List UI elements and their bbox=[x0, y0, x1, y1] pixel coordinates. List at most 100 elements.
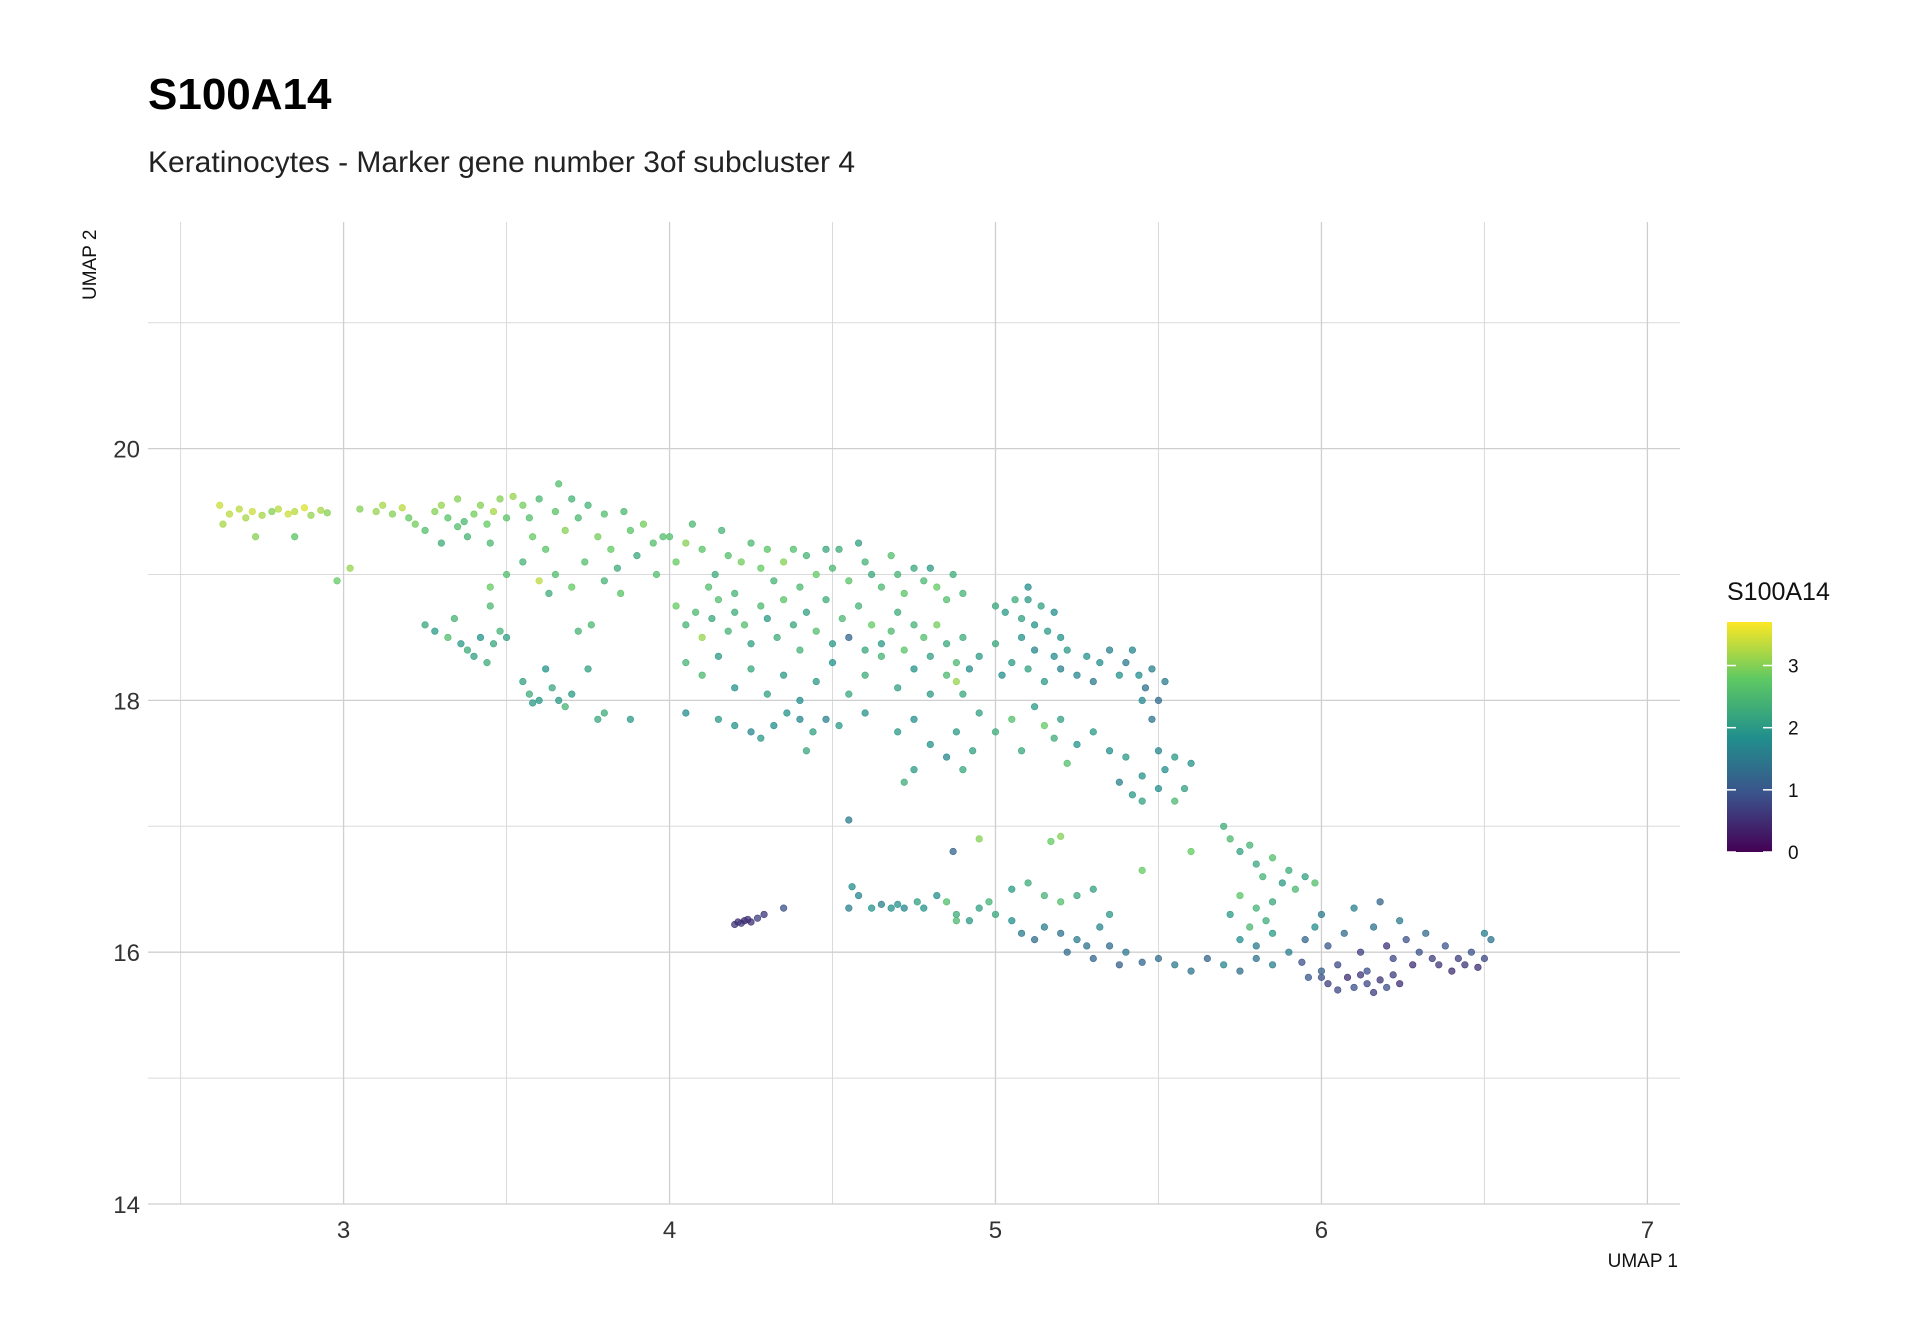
data-point bbox=[838, 614, 846, 623]
data-point bbox=[1115, 961, 1123, 969]
data-point bbox=[991, 728, 1000, 736]
data-point bbox=[991, 640, 1000, 648]
data-point bbox=[1089, 728, 1097, 736]
data-point bbox=[1161, 677, 1169, 686]
data-point bbox=[600, 709, 608, 717]
data-point bbox=[1161, 766, 1169, 774]
data-point bbox=[861, 646, 869, 654]
data-point bbox=[1363, 967, 1371, 975]
data-point bbox=[854, 891, 863, 900]
data-point bbox=[845, 816, 853, 824]
data-point bbox=[268, 507, 276, 516]
data-point bbox=[620, 507, 628, 516]
data-point bbox=[1187, 847, 1195, 856]
data-point bbox=[757, 602, 765, 610]
data-point bbox=[1415, 948, 1423, 956]
data-point bbox=[659, 533, 667, 541]
data-point bbox=[476, 501, 485, 509]
data-point bbox=[740, 621, 749, 629]
data-point bbox=[561, 526, 569, 535]
data-point bbox=[496, 495, 504, 503]
data-point bbox=[1317, 973, 1326, 981]
data-point bbox=[1008, 659, 1016, 667]
data-point bbox=[894, 570, 902, 579]
color-legend: S100A14 0 1 2 3 bbox=[1727, 578, 1830, 864]
data-point bbox=[900, 589, 908, 597]
data-point bbox=[561, 703, 569, 711]
data-point bbox=[1389, 971, 1397, 979]
data-point bbox=[251, 533, 260, 541]
data-point bbox=[502, 633, 511, 642]
data-point bbox=[1461, 961, 1469, 969]
data-point bbox=[1350, 904, 1358, 912]
data-point bbox=[1474, 963, 1482, 971]
data-point bbox=[1376, 898, 1384, 906]
data-point bbox=[780, 558, 788, 566]
data-point bbox=[737, 558, 745, 566]
data-point bbox=[489, 507, 498, 516]
data-point bbox=[535, 495, 543, 503]
y-axis-title: UMAP 2 bbox=[80, 230, 101, 300]
data-point bbox=[747, 728, 755, 736]
data-point bbox=[421, 526, 429, 535]
data-point bbox=[1024, 665, 1032, 673]
data-point bbox=[900, 904, 908, 912]
data-point bbox=[1008, 715, 1016, 723]
data-point bbox=[845, 904, 853, 912]
data-point bbox=[1356, 948, 1365, 956]
data-point bbox=[1017, 747, 1026, 755]
data-point bbox=[1096, 923, 1104, 931]
data-point bbox=[789, 545, 797, 553]
data-point bbox=[1363, 980, 1371, 988]
data-point bbox=[584, 665, 592, 673]
data-point bbox=[714, 652, 723, 660]
data-point bbox=[649, 539, 657, 547]
data-point bbox=[486, 583, 494, 591]
data-point bbox=[1356, 971, 1365, 979]
data-point bbox=[274, 505, 282, 513]
data-point bbox=[1031, 621, 1039, 629]
data-point bbox=[574, 627, 582, 635]
data-point bbox=[682, 659, 690, 667]
data-point bbox=[1171, 961, 1179, 969]
data-point bbox=[1171, 797, 1179, 805]
data-point bbox=[1252, 954, 1260, 963]
data-point bbox=[535, 696, 543, 705]
data-point bbox=[1040, 677, 1048, 686]
data-point bbox=[783, 709, 791, 717]
data-point bbox=[1203, 954, 1211, 963]
data-point bbox=[1369, 988, 1378, 997]
data-point bbox=[1105, 747, 1114, 755]
data-point bbox=[1105, 646, 1114, 654]
data-point bbox=[926, 564, 934, 572]
y-tick-label: 20 bbox=[113, 437, 140, 464]
data-point bbox=[1236, 967, 1244, 975]
data-point bbox=[913, 898, 921, 906]
data-point bbox=[496, 627, 504, 635]
data-point bbox=[1138, 866, 1146, 874]
data-point bbox=[483, 659, 491, 667]
data-point bbox=[437, 539, 445, 547]
x-tick-label: 5 bbox=[989, 1217, 1002, 1244]
chart-subtitle: Keratinocytes - Marker gene number 3of s… bbox=[148, 146, 856, 179]
data-point bbox=[242, 514, 250, 522]
data-point bbox=[535, 577, 543, 585]
data-point bbox=[877, 583, 886, 591]
data-point bbox=[1017, 929, 1026, 937]
data-point bbox=[1301, 936, 1309, 944]
data-point bbox=[692, 608, 700, 616]
data-point bbox=[1050, 608, 1058, 616]
data-point bbox=[877, 640, 886, 648]
data-point bbox=[1154, 954, 1163, 963]
data-point bbox=[1236, 936, 1244, 944]
data-point bbox=[454, 523, 462, 531]
data-point bbox=[920, 633, 928, 642]
data-point bbox=[1246, 841, 1254, 849]
data-point bbox=[1138, 696, 1146, 705]
data-point bbox=[431, 507, 439, 516]
data-point bbox=[405, 514, 413, 522]
data-point bbox=[718, 526, 726, 535]
data-point bbox=[1073, 740, 1081, 749]
data-point bbox=[1311, 923, 1319, 931]
data-point bbox=[1024, 583, 1032, 591]
